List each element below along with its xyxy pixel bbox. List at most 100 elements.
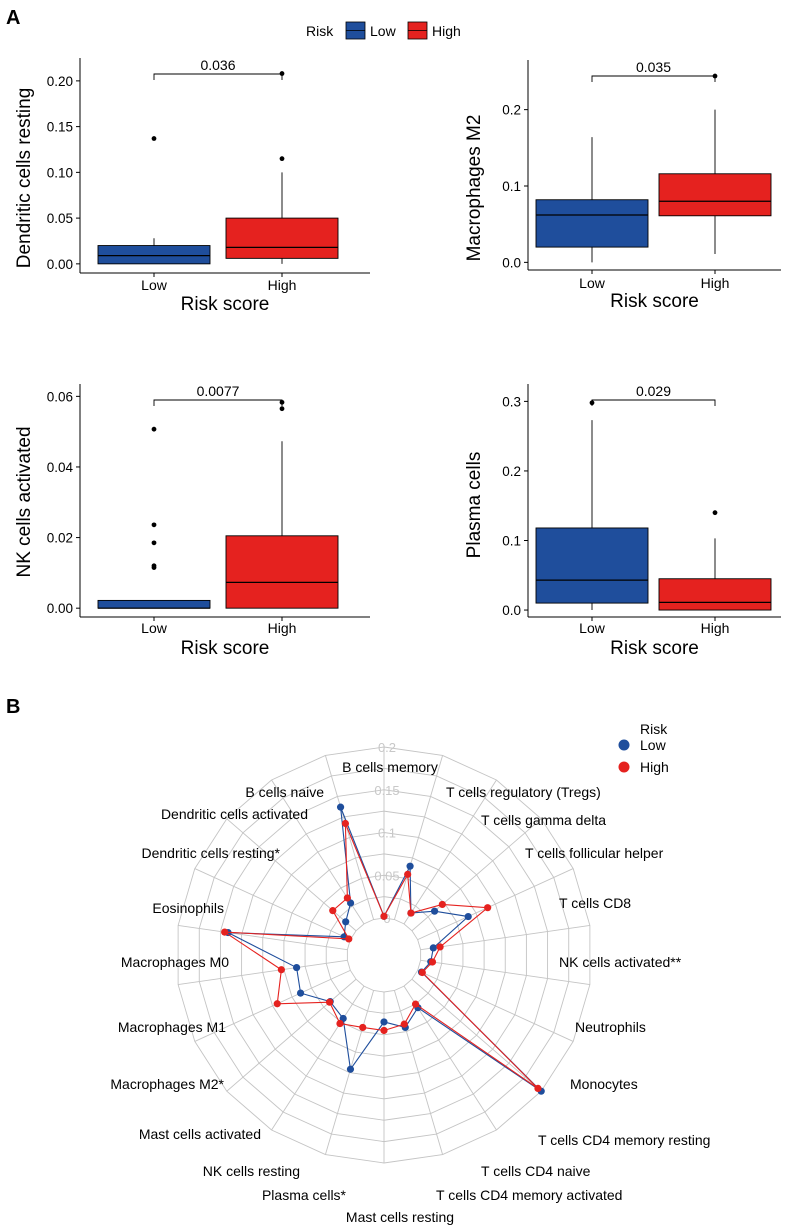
outlier-point: [151, 563, 157, 569]
radar-axis-label: Macrophages M2*: [110, 1076, 224, 1092]
boxplot-3: 0.00 0.02 0.04 0.06 Low High Risk score NK cell…: [14, 383, 370, 659]
box-iqr: [97, 599, 211, 609]
radar-tick-label: 0: [383, 911, 390, 926]
radar-point: [484, 904, 492, 912]
radar-point: [418, 968, 426, 977]
radar-spoke: [271, 985, 365, 1131]
x-tick-label: Low: [141, 277, 168, 293]
legend-b-label-high: High: [640, 759, 669, 775]
radar-point: [430, 907, 439, 915]
radar-series-high: [221, 819, 542, 1093]
significance-bracket: [591, 75, 716, 82]
radar-tick-label: 0.15: [374, 783, 399, 798]
radar-axis-label: Macrophages M1: [118, 1019, 226, 1035]
x-tick-label: Low: [579, 620, 606, 636]
x-axis-title: Risk score: [610, 638, 699, 659]
radar-axis-label: Plasma cells*: [262, 1187, 347, 1203]
outlier-point: [712, 510, 718, 516]
radar-axis-label: NK cells resting: [203, 1163, 300, 1179]
radar-tick-label: 0.1: [378, 826, 396, 841]
radar-point: [221, 928, 229, 936]
radar-axis-label: B cells naive: [245, 784, 324, 800]
p-value-label: 0.0077: [197, 383, 240, 399]
legend-b-marker-low: [618, 739, 630, 751]
radar-point: [429, 944, 437, 952]
radar-point: [436, 943, 444, 951]
outlier-point: [151, 522, 157, 528]
p-value-label: 0.035: [636, 59, 671, 75]
radar-spoke: [411, 978, 542, 1092]
radar-grid-ring: [346, 917, 422, 993]
radar-series-line: [222, 823, 539, 1089]
y-tick-label: 0.0: [502, 255, 521, 270]
x-axis-title: Risk score: [181, 294, 270, 315]
radar-chart: 0 0.05 0.1 0.15 0.2 B cells memory T cells reg…: [110, 740, 710, 1225]
box-iqr: [97, 245, 211, 265]
x-tick-label: Low: [579, 275, 606, 291]
y-tick-label: 0.0: [502, 603, 521, 618]
radar-axis-label: T cells CD8: [559, 895, 631, 911]
box-high: [225, 399, 339, 609]
p-value-label: 0.029: [636, 383, 671, 399]
radar-point: [359, 1023, 367, 1032]
y-tick-label: 0.04: [47, 460, 74, 475]
radar-point: [428, 958, 437, 966]
radar-spoke: [178, 959, 348, 986]
box-low: [535, 400, 649, 611]
radar-point: [273, 1000, 281, 1008]
radar-axis-label: Eosinophils: [152, 900, 224, 916]
legend-b-title: Risk: [640, 721, 668, 737]
radar-point: [404, 870, 412, 878]
y-tick-label: 0.05: [47, 211, 73, 226]
y-tick-label: 0.06: [47, 389, 73, 404]
radar-point: [346, 1065, 355, 1073]
x-tick-label: Low: [141, 620, 168, 636]
radar-point: [407, 909, 415, 917]
box-low: [97, 136, 211, 265]
box-high: [658, 510, 772, 611]
box-low: [97, 426, 211, 609]
x-axis-title: Risk score: [610, 291, 699, 312]
radar-point: [380, 912, 388, 920]
radar-spoke: [403, 779, 497, 925]
box-high: [658, 73, 772, 254]
box-high: [225, 71, 339, 264]
radar-point: [380, 1026, 388, 1035]
y-tick-label: 0.00: [47, 601, 73, 616]
radar-spoke: [420, 924, 590, 951]
box-iqr: [535, 527, 649, 604]
radar-axis-label: T cells CD4 memory activated: [436, 1187, 622, 1203]
panel-label-b: B: [6, 696, 20, 718]
significance-bracket: [153, 73, 283, 80]
radar-point: [336, 1019, 344, 1028]
y-tick-label: 0.2: [502, 103, 521, 118]
radar-axis-label: NK cells activated**: [559, 954, 682, 970]
radar-axis-label: T cells CD4 naive: [481, 1163, 591, 1179]
radar-axis-label: Mast cells resting: [346, 1209, 454, 1225]
x-axis-title: Risk score: [181, 638, 270, 659]
y-tick-label: 0.2: [502, 464, 521, 479]
radar-point: [341, 819, 349, 828]
legend-b-marker-high: [618, 761, 630, 773]
radar-point: [534, 1084, 542, 1093]
radar-axis-label: Monocytes: [570, 1076, 638, 1092]
radar-axis-label: Mast cells activated: [139, 1126, 261, 1142]
outlier-point: [279, 406, 285, 412]
radar-tick-label: 0.05: [374, 868, 399, 883]
y-tick-label: 0.02: [47, 531, 73, 546]
radar-axis-label: T cells gamma delta: [481, 812, 606, 828]
box-iqr: [535, 199, 649, 248]
significance-bracket: [153, 399, 283, 406]
radar-axis-label: Dendritic cells resting*: [142, 845, 281, 861]
radar-point: [406, 862, 414, 870]
y-tick-label: 0.1: [502, 533, 521, 548]
legend-b-label-low: Low: [640, 737, 667, 753]
box-iqr: [225, 217, 339, 259]
radar-point: [343, 894, 351, 902]
radar-axis-label: T cells CD4 memory resting: [538, 1132, 710, 1148]
radar-axis-label: Neutrophils: [575, 1019, 646, 1035]
radar-point: [292, 963, 301, 972]
radar-spoke: [393, 755, 444, 920]
